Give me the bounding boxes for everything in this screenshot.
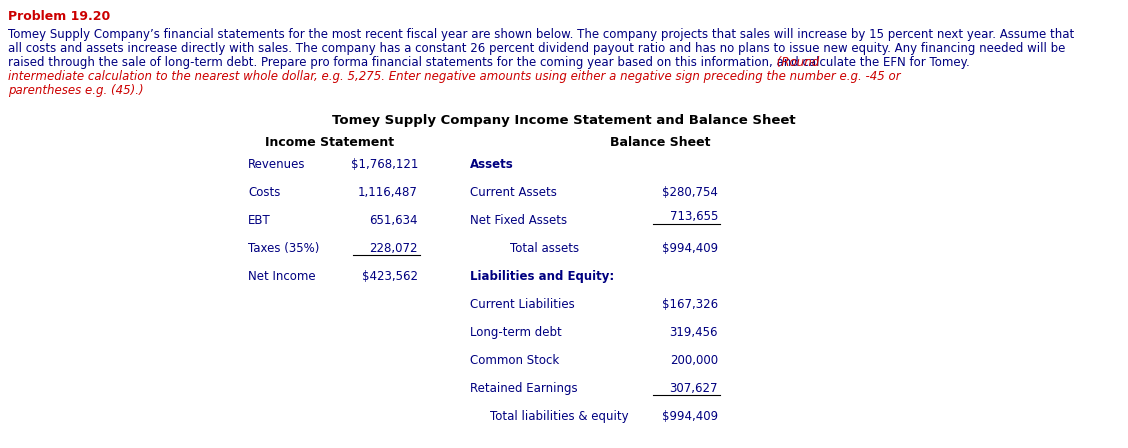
Text: Long-term debt: Long-term debt: [470, 326, 562, 339]
Text: 307,627: 307,627: [670, 382, 719, 395]
Text: Tomey Supply Company’s financial statements for the most recent fiscal year are : Tomey Supply Company’s financial stateme…: [8, 28, 1074, 41]
Text: Balance Sheet: Balance Sheet: [610, 136, 711, 149]
Text: Tomey Supply Company Income Statement and Balance Sheet: Tomey Supply Company Income Statement an…: [332, 114, 796, 127]
Text: $994,409: $994,409: [662, 242, 719, 255]
Text: Assets: Assets: [470, 158, 513, 171]
Text: all costs and assets increase directly with sales. The company has a constant 26: all costs and assets increase directly w…: [8, 42, 1065, 55]
Text: Retained Earnings: Retained Earnings: [470, 382, 578, 395]
Text: Liabilities and Equity:: Liabilities and Equity:: [470, 270, 615, 283]
Text: Income Statement: Income Statement: [265, 136, 395, 149]
Text: Total liabilities & equity: Total liabilities & equity: [490, 410, 628, 423]
Text: Common Stock: Common Stock: [470, 354, 559, 367]
Text: Problem 19.20: Problem 19.20: [8, 10, 111, 23]
Text: 200,000: 200,000: [670, 354, 719, 367]
Text: $280,754: $280,754: [662, 186, 719, 199]
Text: Current Liabilities: Current Liabilities: [470, 298, 575, 311]
Text: (Round: (Round: [773, 56, 819, 69]
Text: Taxes (35%): Taxes (35%): [248, 242, 319, 255]
Text: $1,768,121: $1,768,121: [351, 158, 418, 171]
Text: Net Fixed Assets: Net Fixed Assets: [470, 214, 567, 227]
Text: raised through the sale of long-term debt. Prepare pro forma financial statement: raised through the sale of long-term deb…: [8, 56, 970, 69]
Text: $167,326: $167,326: [662, 298, 719, 311]
Text: Revenues: Revenues: [248, 158, 306, 171]
Text: 651,634: 651,634: [370, 214, 418, 227]
Text: Costs: Costs: [248, 186, 281, 199]
Text: EBT: EBT: [248, 214, 271, 227]
Text: parentheses e.g. (45).): parentheses e.g. (45).): [8, 84, 143, 97]
Text: $423,562: $423,562: [362, 270, 418, 283]
Text: Total assets: Total assets: [510, 242, 579, 255]
Text: intermediate calculation to the nearest whole dollar, e.g. 5,275. Enter negative: intermediate calculation to the nearest …: [8, 70, 900, 83]
Text: 713,655: 713,655: [670, 210, 719, 223]
Text: Net Income: Net Income: [248, 270, 316, 283]
Text: 228,072: 228,072: [370, 242, 418, 255]
Text: 319,456: 319,456: [670, 326, 719, 339]
Text: 1,116,487: 1,116,487: [358, 186, 418, 199]
Text: $994,409: $994,409: [662, 410, 719, 423]
Text: Current Assets: Current Assets: [470, 186, 557, 199]
